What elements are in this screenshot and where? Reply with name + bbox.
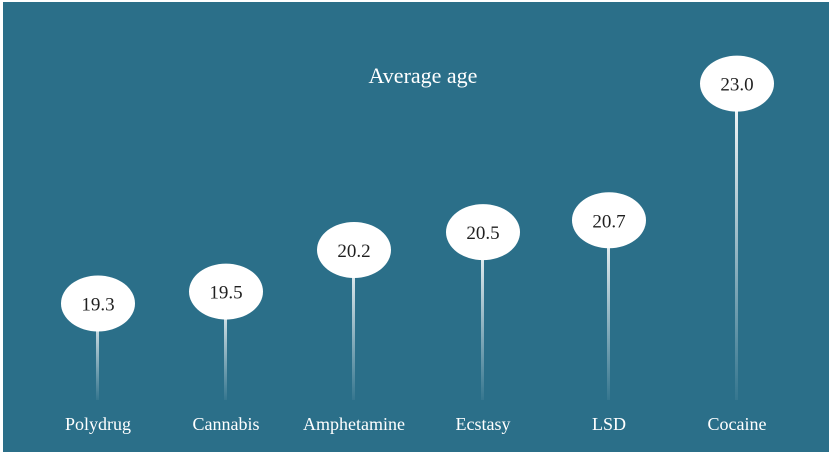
lollipop-head — [572, 192, 646, 249]
value-label: 20.2 — [337, 241, 370, 262]
value-label: 19.5 — [209, 283, 242, 304]
category-label: Ecstasy — [456, 414, 511, 434]
lollipop-stem — [224, 291, 227, 400]
category-label: Cocaine — [708, 414, 767, 434]
lollipop-stem — [607, 220, 610, 400]
category-label: LSD — [592, 414, 626, 434]
chart-title: Average age — [369, 63, 478, 88]
value-label: 20.7 — [592, 211, 625, 232]
lollipop-stem — [352, 249, 355, 400]
lollipop-stem — [481, 232, 484, 400]
lollipop-stem — [96, 303, 99, 400]
lollipop-head — [189, 263, 263, 320]
chart-marks: 19.3 Polydrug 19.5 Cannabis 20.2 Amphetamine 2… — [61, 55, 774, 434]
lollipop-head — [61, 275, 135, 332]
value-label: 23.0 — [720, 75, 753, 96]
lollipop-head — [700, 55, 774, 112]
lollipop-chart: Average age 19.3 Polydrug 19.5 Cannabis 20.2… — [61, 55, 774, 434]
value-label: 20.5 — [466, 223, 499, 244]
lollipop-stem — [735, 83, 738, 400]
lollipop-head — [317, 221, 391, 278]
chart-panel: Average age 19.3 Polydrug 19.5 Cannabis 20.2… — [3, 2, 829, 452]
value-label: 19.3 — [81, 294, 114, 315]
category-label: Amphetamine — [303, 414, 405, 434]
category-label: Cannabis — [193, 414, 260, 434]
category-label: Polydrug — [65, 414, 131, 434]
lollipop-head — [446, 204, 520, 261]
